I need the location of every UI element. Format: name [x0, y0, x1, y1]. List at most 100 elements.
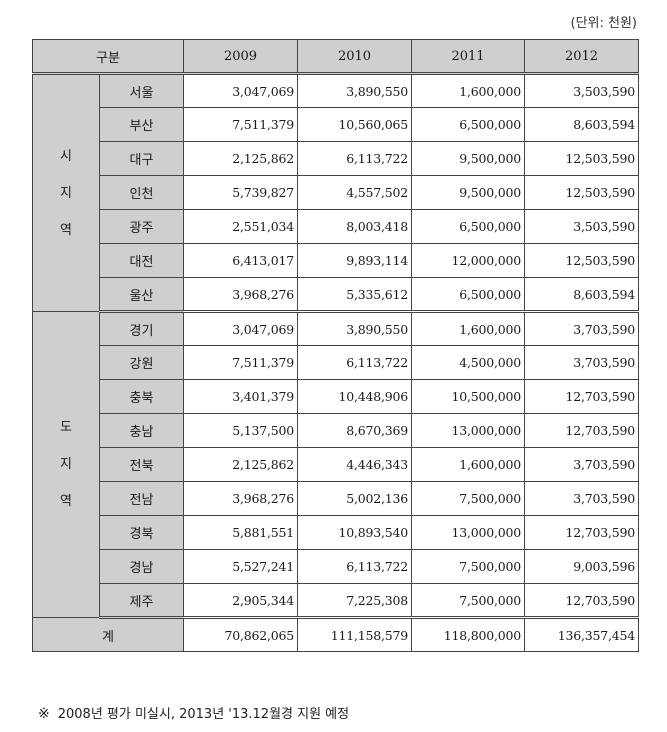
value-cell: 8,003,418	[297, 209, 413, 244]
budget-table: 구분 2009 2010 2011 2012 시 지 역 서울 3,047,069 3,8…	[31, 39, 640, 652]
value-cell: 7,225,308	[297, 583, 413, 619]
total-value: 70,862,065	[183, 617, 299, 652]
table-row: 전남 3,968,276 5,002,136 7,500,000 3,703,590	[33, 481, 640, 516]
total-value: 118,800,000	[411, 617, 526, 652]
value-cell: 7,500,000	[411, 583, 526, 619]
value-cell: 2,905,344	[183, 583, 299, 619]
city-name: 강원	[98, 345, 185, 380]
table-row: 대전 6,413,017 9,893,114 12,000,000 12,503,590	[33, 243, 640, 278]
table-row: 대구 2,125,862 6,113,722 9,500,000 12,503,590	[33, 141, 640, 176]
table-header-row: 구분 2009 2010 2011 2012	[31, 39, 640, 75]
total-value: 111,158,579	[297, 617, 413, 652]
value-cell: 10,500,000	[411, 379, 526, 414]
value-cell: 10,448,906	[297, 379, 413, 414]
value-cell: 9,500,000	[411, 175, 526, 210]
header-year: 2011	[411, 39, 526, 75]
value-cell: 7,500,000	[411, 481, 526, 516]
value-cell: 2,551,034	[183, 209, 299, 244]
header-year: 2009	[183, 39, 299, 75]
city-name: 경남	[98, 549, 185, 584]
value-cell: 3,968,276	[183, 277, 299, 313]
footnote: ※ 2008년 평가 미실시, 2013년 '13.12월경 지원 예정	[38, 703, 349, 722]
value-cell: 5,739,827	[183, 175, 299, 210]
value-cell: 5,002,136	[297, 481, 413, 516]
value-cell: 6,500,000	[411, 209, 526, 244]
value-cell: 12,703,590	[524, 379, 640, 414]
value-cell: 6,413,017	[183, 243, 299, 278]
value-cell: 3,890,550	[297, 73, 413, 108]
value-cell: 2,125,862	[183, 141, 299, 176]
table-row: 부산 7,511,379 10,560,065 6,500,000 8,603,594	[33, 107, 640, 142]
value-cell: 3,703,590	[524, 311, 640, 346]
value-cell: 12,000,000	[411, 243, 526, 278]
value-cell: 7,511,379	[183, 345, 299, 380]
table-row: 울산 3,968,276 5,335,612 6,500,000 8,603,594	[33, 277, 640, 313]
value-cell: 12,503,590	[524, 243, 640, 278]
city-name: 경기	[98, 311, 185, 346]
table-row: 경남 5,527,241 6,113,722 7,500,000 9,003,596	[33, 549, 640, 584]
table-row: 인천 5,739,827 4,557,502 9,500,000 12,503,590	[33, 175, 640, 210]
table-row: 강원 7,511,379 6,113,722 4,500,000 3,703,590	[33, 345, 640, 380]
value-cell: 8,603,594	[524, 277, 640, 313]
table-body: 시 지 역 서울 3,047,069 3,890,550 1,600,000 3,503,59…	[31, 73, 640, 652]
value-cell: 6,500,000	[411, 107, 526, 142]
city-name: 대구	[98, 141, 185, 176]
city-name: 서울	[98, 73, 185, 108]
value-cell: 10,893,540	[297, 515, 413, 550]
table-row: 도 지 역 경기 3,047,069 3,890,550 1,600,000 3,703,59…	[32, 311, 640, 618]
value-cell: 6,113,722	[297, 141, 413, 176]
value-cell: 13,000,000	[411, 515, 526, 550]
city-name: 광주	[98, 209, 185, 244]
value-cell: 3,703,590	[524, 481, 640, 516]
value-cell: 10,560,065	[297, 107, 413, 142]
value-cell: 9,500,000	[411, 141, 526, 176]
header-year: 2012	[524, 39, 640, 75]
value-cell: 8,670,369	[297, 413, 413, 448]
city-name: 경북	[98, 515, 185, 550]
value-cell: 8,603,594	[524, 107, 640, 142]
value-cell: 12,703,590	[524, 413, 640, 448]
value-cell: 12,503,590	[524, 141, 640, 176]
total-label: 계	[31, 617, 185, 652]
value-cell: 1,600,000	[411, 73, 526, 108]
value-cell: 3,968,276	[183, 481, 299, 516]
table-row: 충남 5,137,500 8,670,369 13,000,000 12,703,590	[33, 413, 640, 448]
value-cell: 6,113,722	[297, 549, 413, 584]
value-cell: 4,446,343	[297, 447, 413, 482]
value-cell: 5,527,241	[183, 549, 299, 584]
value-cell: 3,703,590	[524, 447, 640, 482]
value-cell: 2,125,862	[183, 447, 299, 482]
value-cell: 3,047,069	[183, 73, 299, 108]
table-row: 경북 5,881,551 10,893,540 13,000,000 12,703,59…	[33, 515, 640, 550]
value-cell: 6,113,722	[297, 345, 413, 380]
total-value: 136,357,454	[524, 617, 640, 652]
value-cell: 3,503,590	[524, 73, 640, 108]
value-cell: 12,503,590	[524, 175, 640, 210]
value-cell: 3,703,590	[524, 345, 640, 380]
table-row: 시 지 역 서울 3,047,069 3,890,550 1,600,000 3,503,59…	[32, 73, 640, 312]
city-name: 충북	[98, 379, 185, 414]
city-name: 대전	[98, 243, 185, 278]
value-cell: 9,893,114	[297, 243, 413, 278]
value-cell: 6,500,000	[411, 277, 526, 313]
value-cell: 3,401,379	[183, 379, 299, 414]
header-year: 2010	[297, 39, 413, 75]
value-cell: 12,703,590	[524, 515, 640, 550]
value-cell: 4,557,502	[297, 175, 413, 210]
unit-label: (단위: 천원)	[570, 16, 638, 31]
value-cell: 5,137,500	[183, 413, 299, 448]
table-row: 충북 3,401,379 10,448,906 10,500,000 12,703,59…	[33, 379, 640, 414]
value-cell: 7,511,379	[183, 107, 299, 142]
city-name: 전북	[98, 447, 185, 482]
value-cell: 3,503,590	[524, 209, 640, 244]
value-cell: 9,003,596	[524, 549, 640, 584]
value-cell: 7,500,000	[411, 549, 526, 584]
value-cell: 5,335,612	[297, 277, 413, 313]
city-name: 충남	[98, 413, 185, 448]
header-category: 구분	[31, 39, 185, 75]
value-cell: 13,000,000	[411, 413, 526, 448]
table-row: 전북 2,125,862 4,446,343 1,600,000 3,703,590	[33, 447, 640, 482]
reference-mark: ※	[38, 706, 50, 722]
